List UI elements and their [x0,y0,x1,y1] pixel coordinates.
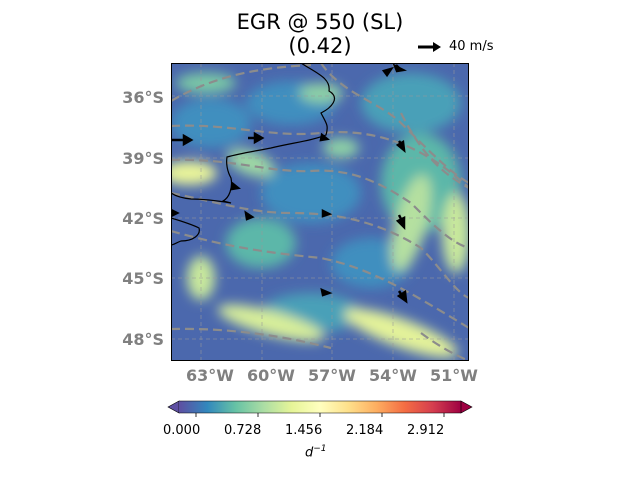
colorbar-tick-label: 1.456 [285,423,323,438]
lat-label: 36°S [122,88,164,107]
coastline [171,63,335,246]
lat-label: 42°S [122,209,164,228]
colorbar-label: d−1 [305,444,327,461]
colorbar-tick-label: 2.912 [407,423,445,438]
colorbar [167,400,473,417]
lon-label: 60°W [247,366,295,385]
map-subtitle: (0.42) [288,34,352,58]
lon-label: 54°W [369,366,417,385]
lat-label: 39°S [122,149,164,168]
reference-arrow-label: 40 m/s [449,39,494,54]
contour-lines [171,63,469,361]
map-title: EGR @ 550 (SL) [236,10,404,34]
reference-arrow-icon [418,42,441,52]
lon-label: 51°W [430,366,478,385]
map-panel [171,63,469,361]
lat-label: 45°S [122,269,164,288]
lon-label: 57°W [308,366,356,385]
colorbar-tick-label: 0.000 [163,423,201,438]
colorbar-tick-label: 0.728 [224,423,262,438]
lat-label: 48°S [122,330,164,349]
lon-label: 63°W [186,366,234,385]
colorbar-tick-label: 2.184 [346,423,384,438]
wind-vectors [171,63,408,304]
